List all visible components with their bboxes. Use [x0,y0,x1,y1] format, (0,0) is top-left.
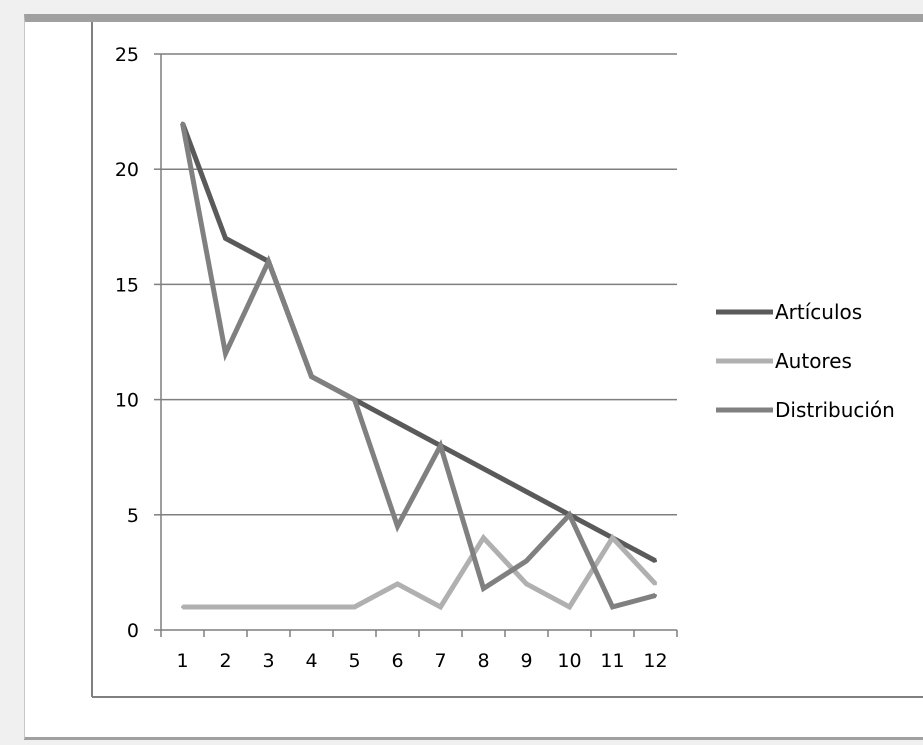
y-tick-label: 15 [115,274,139,296]
data-point [353,398,356,402]
data-point [267,259,270,263]
x-tick-label: 9 [520,650,532,672]
data-point [654,582,657,586]
data-point [353,605,356,609]
legend: Artículos Autores Distribución [716,300,895,422]
series-line-2 [180,122,657,610]
data-point [224,236,227,240]
x-tick-label: 6 [391,650,403,672]
data-point [525,582,528,586]
data-point [482,536,485,540]
data-point [482,467,485,471]
x-tick-label: 12 [643,650,667,672]
data-point [525,490,528,494]
y-tick-label: 5 [127,505,139,527]
legend-label: Distribución [775,398,895,422]
y-tick-label: 10 [115,390,139,412]
y-tick-label: 0 [127,620,139,642]
x-tick-label: 1 [176,650,188,672]
gridlines [161,53,677,516]
data-point [568,513,571,517]
x-tick-label: 11 [600,650,624,672]
data-point [310,375,313,379]
data-point [568,605,571,609]
data-point [654,559,657,563]
x-tick-label: 5 [348,650,360,672]
data-point [181,605,184,609]
x-tick-label: 3 [262,650,274,672]
data-point [611,536,614,540]
data-point [224,605,227,609]
data-point [181,121,184,125]
series-line-1 [182,533,658,611]
legend-label: Artículos [775,300,862,324]
data-point [267,605,270,609]
x-tick-label: 4 [305,650,317,672]
data-point [611,605,614,609]
data-point [396,421,399,425]
data-point [224,352,227,356]
series-lines [180,121,658,611]
series-line-0 [180,122,657,564]
x-tick-label: 2 [219,650,231,672]
data-point [310,605,313,609]
data-point [482,587,485,591]
x-tick-label: 10 [557,650,581,672]
data-point [396,582,399,586]
y-tick-label: 25 [115,44,139,66]
legend-label: Autores [775,349,852,373]
x-tick-label: 7 [434,650,446,672]
x-tick-label: 8 [477,650,489,672]
data-point [525,559,528,563]
y-tick-label: 20 [115,159,139,181]
data-point [439,444,442,448]
data-point [439,605,442,609]
data-point [396,524,399,528]
chart-frame [24,14,923,740]
data-point [654,593,657,597]
